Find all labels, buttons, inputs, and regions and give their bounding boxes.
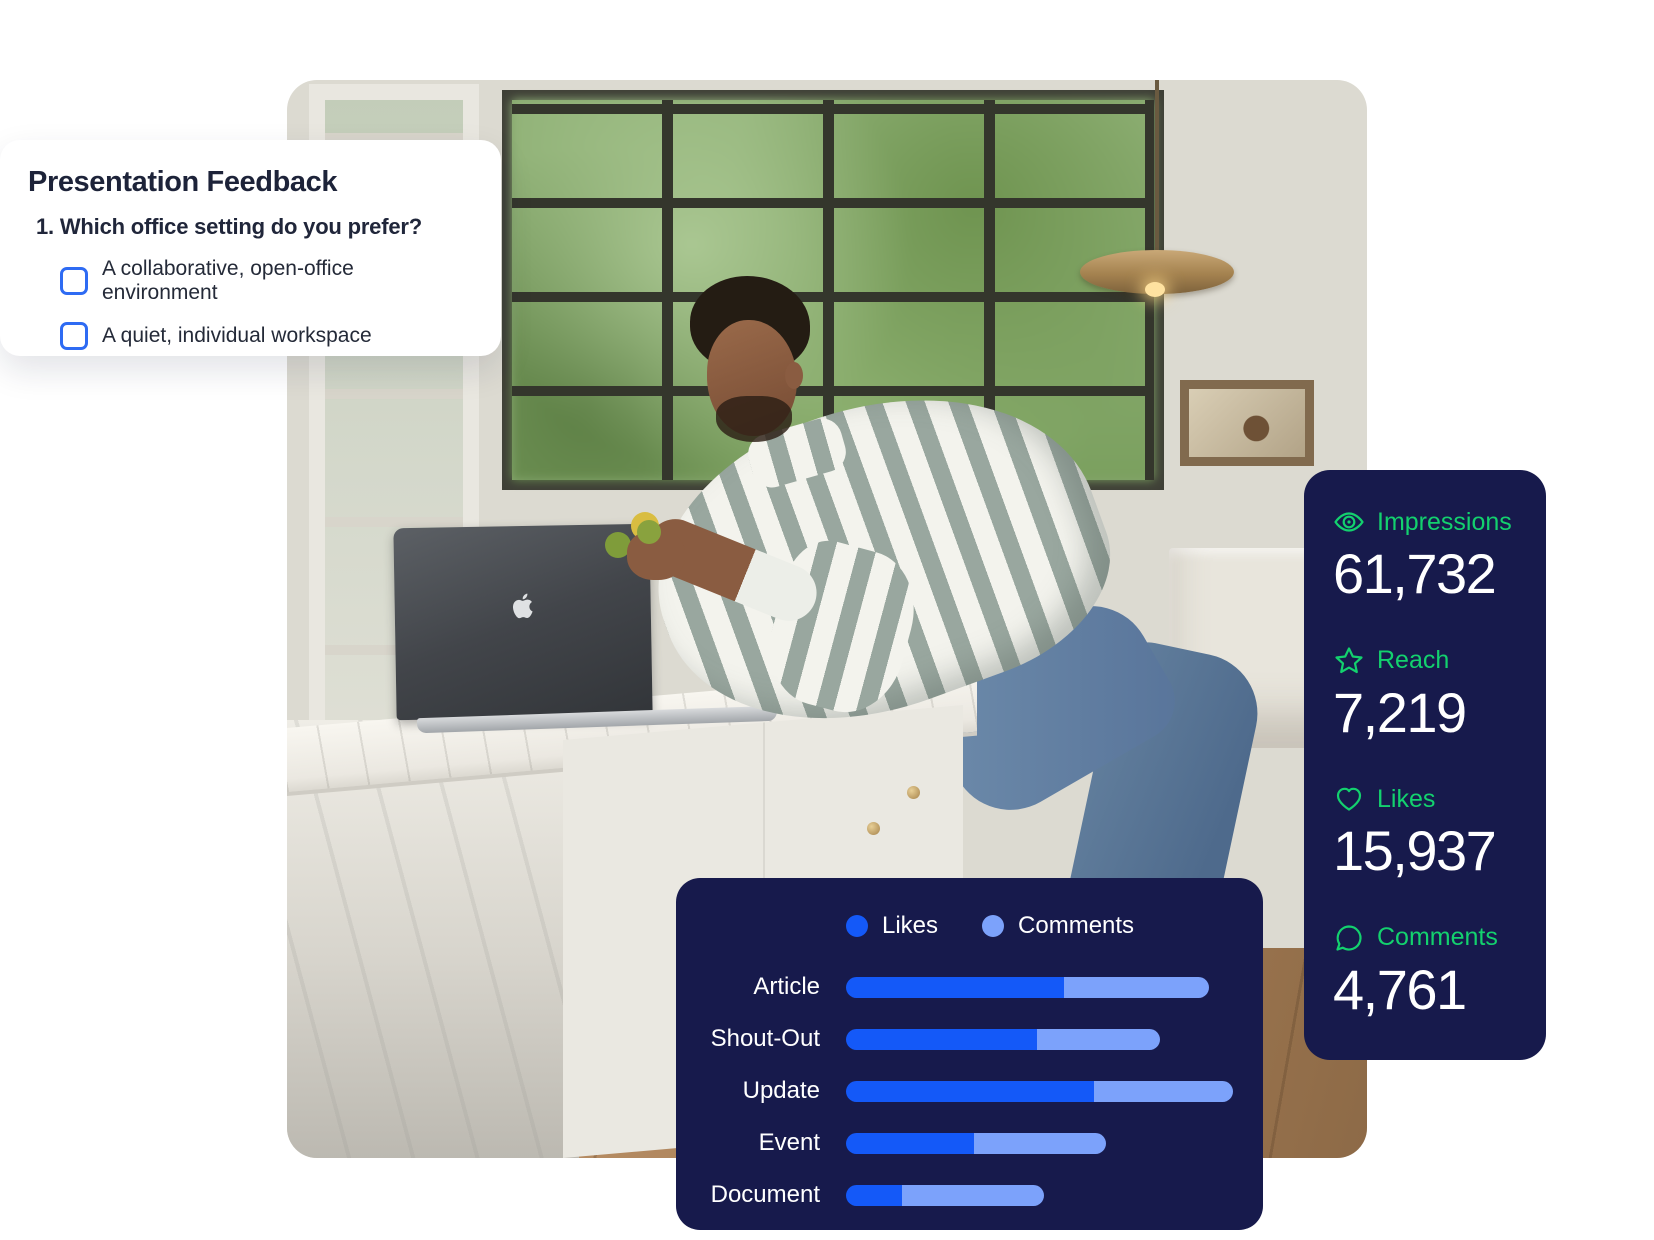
star-icon — [1335, 646, 1363, 673]
chart-row: Update — [706, 1077, 1233, 1104]
stat-label-row: Reach — [1333, 645, 1546, 677]
photo-pendant-bulb — [1145, 282, 1165, 297]
photo-lime — [637, 520, 661, 544]
stat-likes: Likes 15,937 — [1333, 783, 1546, 882]
stat-label: Reach — [1377, 646, 1450, 675]
post-engagement-chart-card: Likes Comments Article Shout-Out Update … — [676, 878, 1263, 1230]
feedback-question: 1. Which office setting do you prefer? — [36, 214, 422, 239]
stat-label: Likes — [1377, 784, 1436, 813]
photo-cabinet-knob — [907, 786, 920, 799]
stat-label: Comments — [1377, 923, 1498, 952]
feedback-card-title: Presentation Feedback — [28, 166, 338, 198]
chart-category-label: Document — [710, 1181, 820, 1208]
stat-value: 7,219 — [1333, 680, 1467, 744]
chart-bar — [846, 976, 1233, 998]
chart-bar-comments-segment — [1037, 1028, 1160, 1050]
legend-label-comments: Comments — [1018, 912, 1135, 939]
chart-bar-likes-segment — [846, 1028, 1037, 1050]
chart-bar-likes-segment — [846, 1132, 974, 1154]
photo-man-ear — [785, 362, 803, 389]
chart-category-label: Update — [742, 1077, 820, 1104]
chart-row: Event — [706, 1129, 1233, 1156]
engagement-stats-card: Impressions 61,732 Reach 7,219 Likes 15,… — [1304, 470, 1546, 1060]
photo-counter-side — [287, 720, 579, 1158]
feedback-option: A collaborative, open-office environment — [60, 257, 473, 305]
stat-value: 61,732 — [1333, 542, 1497, 605]
photo-cabinet-knob — [867, 822, 880, 835]
photo-man-beard — [716, 396, 792, 442]
chart-row: Document — [706, 1181, 1233, 1208]
checkbox-open-office[interactable] — [60, 267, 88, 295]
legend-dot-likes — [846, 915, 868, 937]
stat-impressions: Impressions 61,732 — [1333, 506, 1546, 605]
comment-icon — [1336, 925, 1362, 951]
chart-bar-comments-segment — [1094, 1080, 1233, 1102]
chart-bar — [846, 1028, 1233, 1050]
apple-logo-icon — [513, 593, 533, 619]
legend-label-likes: Likes — [882, 912, 939, 939]
stat-value: 15,937 — [1333, 819, 1497, 883]
chart-bar-likes-segment — [846, 976, 1064, 998]
stat-label-row: Impressions — [1333, 506, 1546, 538]
chart-row: Article — [706, 973, 1233, 1000]
chart-category-label: Shout-Out — [710, 1025, 820, 1052]
chart-row: Shout-Out — [706, 1025, 1233, 1052]
stat-comments: Comments 4,761 — [1333, 922, 1546, 1021]
feedback-option-label: A quiet, individual workspace — [102, 324, 372, 347]
stat-value: 4,761 — [1333, 957, 1467, 1021]
chart-bar-comments-segment — [902, 1184, 1044, 1206]
presentation-feedback-card: Presentation Feedback 1. Which office se… — [0, 140, 501, 356]
photo-pendant-cord — [1155, 80, 1159, 260]
legend-dot-comments — [982, 915, 1005, 937]
photo-fruit — [605, 532, 631, 558]
chart-bar — [846, 1132, 1233, 1154]
stat-reach: Reach 7,219 — [1333, 645, 1546, 744]
chart-bar — [846, 1184, 1233, 1206]
stat-label: Impressions — [1377, 507, 1512, 536]
checkbox-quiet-workspace[interactable] — [60, 322, 88, 350]
eye-icon — [1334, 512, 1364, 532]
chart-bar — [846, 1080, 1233, 1102]
heart-icon — [1336, 787, 1362, 811]
chart-bar-likes-segment — [846, 1080, 1094, 1102]
chart-category-label: Article — [753, 973, 820, 1000]
feedback-option-label: A collaborative, open-office environment — [102, 257, 354, 304]
chart-bar-comments-segment — [1064, 976, 1209, 998]
stat-label-row: Likes — [1333, 783, 1546, 815]
chart-bar-likes-segment — [846, 1184, 902, 1206]
stat-label-row: Comments — [1333, 922, 1546, 954]
chart-category-label: Event — [758, 1129, 820, 1156]
photo-picture-frame — [1180, 380, 1314, 466]
chart-legend: Likes Comments — [846, 912, 1233, 940]
photo-laptop — [393, 523, 653, 721]
chart-bar-comments-segment — [974, 1132, 1106, 1154]
feedback-option: A quiet, individual workspace — [60, 322, 473, 350]
